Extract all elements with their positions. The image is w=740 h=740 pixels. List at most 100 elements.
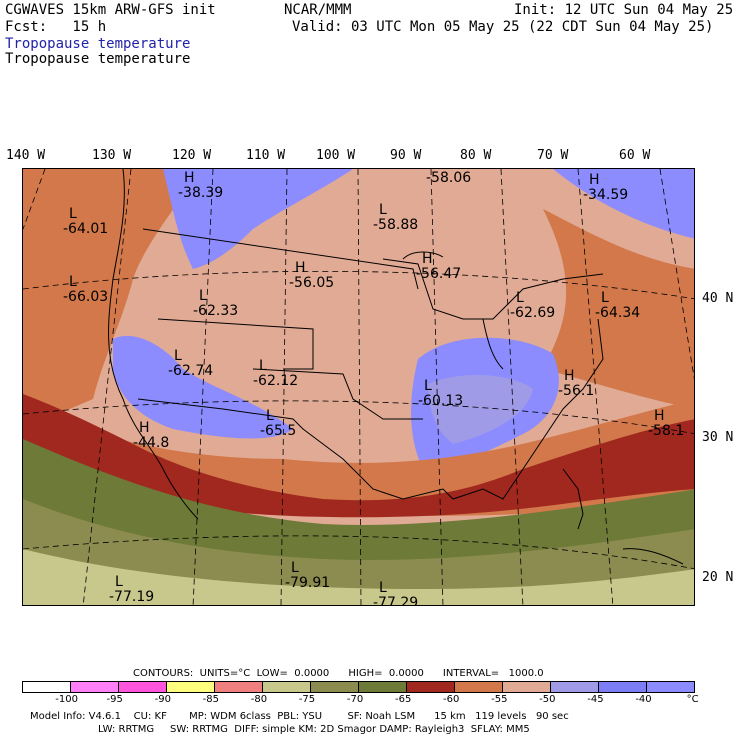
extremum-mark: L: [259, 358, 267, 374]
colorbar: [22, 681, 695, 693]
extremum-value: -56.1: [558, 383, 595, 399]
extremum-label: H -56.05: [289, 261, 334, 291]
colorbar-swatch: [119, 682, 167, 692]
extremum-mark: L: [424, 378, 432, 394]
colorbar-swatch: [263, 682, 311, 692]
extremum-mark: L: [601, 290, 609, 306]
extremum-label: -58.06: [426, 171, 471, 186]
extremum-mark: L: [115, 574, 123, 590]
extremum-mark: H: [654, 408, 665, 424]
extremum-value: -56.05: [289, 275, 335, 291]
colorbar-label: -90: [154, 694, 171, 705]
field-khaki: [23, 549, 694, 605]
colorbar-swatch: [71, 682, 119, 692]
extremum-label: L -66.03: [63, 275, 108, 305]
extremum-label: H -58.1: [648, 409, 684, 439]
field-title-primary: Tropopause temperature: [5, 36, 191, 52]
lat-label: 30 N: [702, 430, 734, 445]
extremum-mark: L: [379, 202, 387, 218]
extremum-value: -60.13: [418, 393, 464, 409]
lon-label: 120 W: [172, 148, 212, 163]
organization: NCAR/MMM: [284, 2, 352, 18]
extremum-label: L -64.01: [63, 207, 108, 237]
valid-time: Valid: 03 UTC Mon 05 May 25 (22 CDT Sun …: [292, 19, 714, 35]
extrema-labels: H -38.39 -58.06 H -34.59 L -64.01 L -58.88 H -56.4…: [23, 169, 694, 606]
field-red-band: [23, 394, 694, 518]
colorbar-label: -40: [635, 694, 652, 705]
extremum-mark: L: [69, 274, 77, 290]
extremum-value: -44.8: [133, 435, 170, 451]
forecast-hour: Fcst: 15 h: [5, 19, 107, 35]
extremum-value: -62.69: [510, 305, 556, 321]
colorbar-label: -100: [55, 694, 78, 705]
extremum-mark: H: [295, 260, 306, 276]
colorbar-swatch: [311, 682, 359, 692]
lon-label: 100 W: [316, 148, 356, 163]
colorbar-swatch: [455, 682, 503, 692]
model-title: CGWAVES 15km ARW-GFS init: [5, 2, 216, 18]
field-title-secondary: Tropopause temperature: [5, 51, 191, 67]
colorbar-label: -45: [587, 694, 604, 705]
extremum-value: -64.34: [595, 305, 641, 321]
extremum-label: L -62.69: [510, 291, 555, 321]
colorbar-label: -75: [298, 694, 316, 705]
extremum-value: -58.06: [426, 170, 472, 186]
field-blue-north: [163, 169, 353, 269]
model-info-line-2: LW: RRTMG SW: RRTMG DIFF: simple KM: 2D …: [98, 724, 530, 735]
extremum-value: -62.12: [253, 373, 299, 389]
extremum-mark: L: [266, 408, 274, 424]
extremum-label: H -38.39: [178, 171, 223, 201]
extremum-value: -62.74: [168, 363, 214, 379]
colorbar-label: -80: [250, 694, 268, 705]
tropopause-temperature-map: H -38.39 -58.06 H -34.59 L -64.01 L -58.88 H -56.4…: [22, 168, 695, 606]
extremum-mark: L: [69, 206, 77, 222]
colorbar-swatch: [599, 682, 647, 692]
extremum-mark: H: [139, 420, 150, 436]
colorbar-label: °C: [686, 694, 699, 705]
lon-label: 90 W: [390, 148, 422, 163]
extremum-mark: L: [379, 580, 387, 596]
colorbar-swatch: [503, 682, 551, 692]
extremum-value: -34.59: [583, 187, 629, 203]
extremum-value: -65.5: [260, 423, 297, 439]
lon-label: 70 W: [537, 148, 569, 163]
extremum-label: L -65.5: [260, 409, 296, 439]
init-time: Init: 12 UTC Sun 04 May 25: [514, 2, 734, 18]
field-orange-northeast: [543, 209, 694, 409]
extremum-value: -38.39: [178, 185, 224, 201]
extremum-mark: L: [516, 290, 524, 306]
extremum-label: L -60.13: [418, 379, 463, 409]
lon-label: 130 W: [92, 148, 132, 163]
field-blue-northeast: [553, 169, 694, 239]
colorbar-label: -60: [443, 694, 460, 705]
colorbar-label: -95: [106, 694, 123, 705]
extremum-value: -62.33: [193, 303, 239, 319]
colorbar-swatch: [647, 682, 694, 692]
colorbar-swatch: [23, 682, 71, 692]
extremum-value: -79.91: [285, 575, 331, 591]
extremum-value: -66.03: [63, 289, 109, 305]
extremum-label: L -58.88: [373, 203, 418, 233]
extremum-value: -56.47: [416, 266, 462, 282]
extremum-label: L -77.29: [373, 581, 418, 606]
colorbar-swatch: [551, 682, 599, 692]
colorbar-swatch: [215, 682, 263, 692]
extremum-mark: L: [174, 348, 182, 364]
extremum-label: H -56.1: [558, 369, 594, 399]
graticule: [23, 169, 694, 605]
colorbar-swatch: [407, 682, 455, 692]
extremum-label: H -34.59: [583, 173, 628, 203]
lon-label: 140 W: [6, 148, 46, 163]
extremum-mark: H: [184, 170, 195, 186]
extremum-mark: H: [589, 172, 600, 188]
extremum-mark: L: [291, 560, 299, 576]
lon-label: 110 W: [246, 148, 286, 163]
colorbar-label: -70: [346, 694, 364, 705]
extremum-label: H -44.8: [133, 421, 169, 451]
contours-caption: CONTOURS: UNITS=°C LOW= 0.0000 HIGH= 0.0…: [133, 668, 544, 679]
field-lavender-ohio: [428, 374, 533, 444]
extremum-mark: L: [199, 288, 207, 304]
extremum-label: H -56.47: [416, 252, 461, 282]
extremum-label: L -62.33: [193, 289, 238, 319]
colorbar-label: -85: [202, 694, 220, 705]
